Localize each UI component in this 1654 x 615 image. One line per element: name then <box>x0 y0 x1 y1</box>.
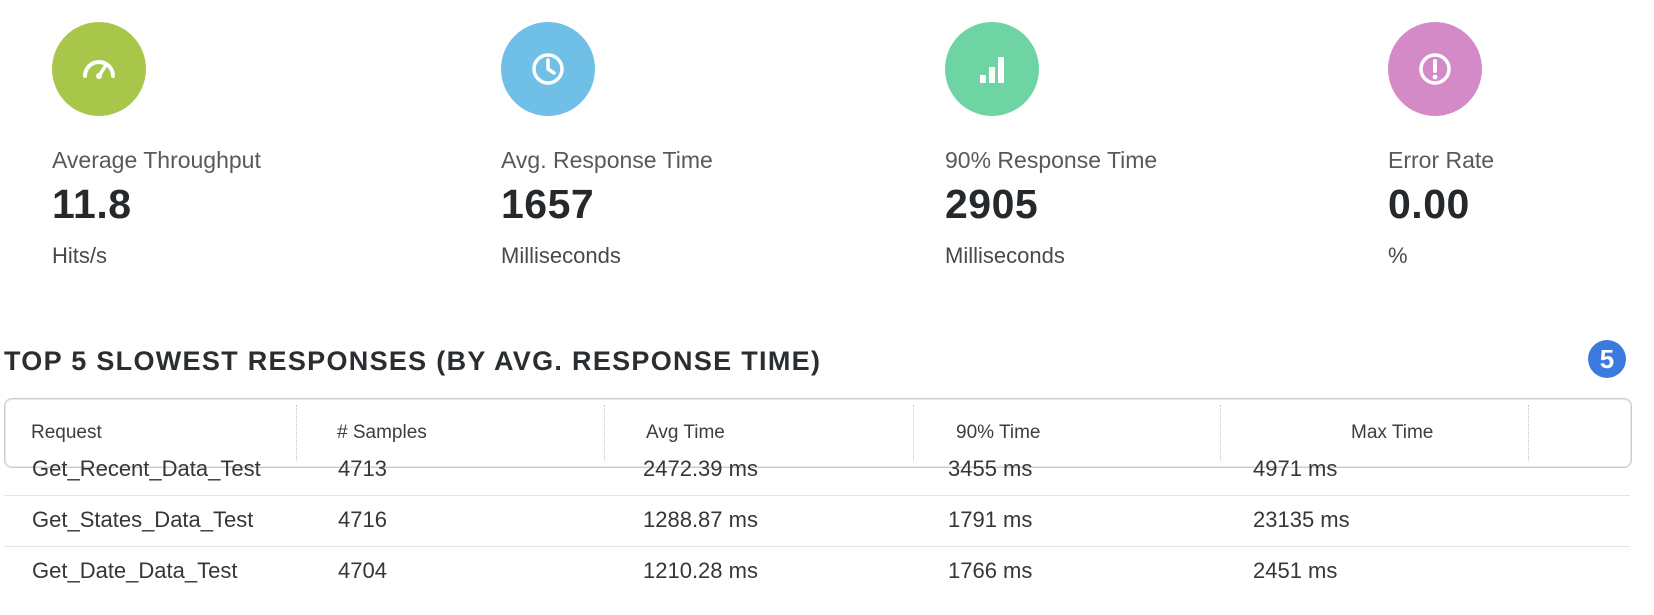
metric-value: 0.00 <box>1388 181 1470 227</box>
metric-unit: Milliseconds <box>945 243 1065 268</box>
table-row[interactable]: Get_Recent_Data_Test 4713 2472.39 ms 345… <box>4 443 1630 496</box>
column-header-90-time[interactable]: 90% Time <box>956 422 1041 443</box>
column-divider <box>296 405 297 461</box>
cell-samples: 4716 <box>338 507 387 532</box>
metric-value: 2905 <box>945 181 1039 227</box>
metric-error-rate: Error Rate 0.00 % <box>1388 22 1638 270</box>
count-badge: 5 <box>1588 340 1626 378</box>
cell-request: Get_States_Data_Test <box>32 507 254 532</box>
cell-max-time: 2451 ms <box>1253 558 1338 583</box>
column-header-avg-time[interactable]: Avg Time <box>646 422 725 443</box>
cell-avg-time: 1210.28 ms <box>643 558 758 583</box>
metric-90-response-time: 90% Response Time 2905 Milliseconds <box>945 22 1245 270</box>
section-title: TOP 5 SLOWEST RESPONSES (BY AVG. RESPONS… <box>4 346 822 376</box>
metric-avg-response-time: Avg. Response Time 1657 Milliseconds <box>501 22 801 270</box>
table-row[interactable]: Get_States_Data_Test 4716 1288.87 ms 179… <box>4 494 1630 547</box>
cell-request: Get_Date_Data_Test <box>32 558 238 583</box>
cell-avg-time: 1288.87 ms <box>643 507 758 532</box>
metric-unit: Milliseconds <box>501 243 621 268</box>
column-header-request[interactable]: Request <box>31 422 102 443</box>
metric-value: 1657 <box>501 181 595 227</box>
cell-samples: 4704 <box>338 558 387 583</box>
cell-90-time: 3455 ms <box>948 456 1033 481</box>
metric-value: 11.8 <box>52 181 132 227</box>
metric-unit: Hits/s <box>52 243 107 268</box>
column-divider <box>604 405 605 461</box>
metric-label: Average Throughput <box>52 147 261 173</box>
metric-label: 90% Response Time <box>945 147 1158 173</box>
alert-circle-icon <box>1388 22 1482 116</box>
metric-label: Error Rate <box>1388 147 1495 173</box>
metric-label: Avg. Response Time <box>501 147 713 173</box>
signal-bars-icon <box>945 22 1039 116</box>
cell-avg-time: 2472.39 ms <box>643 456 758 481</box>
metric-unit: % <box>1388 243 1408 268</box>
table-header: Request # Samples Avg Time 90% Time Max … <box>4 398 1632 468</box>
column-header-max-time[interactable]: Max Time <box>1351 422 1434 443</box>
cell-90-time: 1791 ms <box>948 507 1033 532</box>
column-header-samples[interactable]: # Samples <box>337 422 427 443</box>
cell-90-time: 1766 ms <box>948 558 1033 583</box>
column-divider <box>1528 405 1529 461</box>
clock-icon <box>501 22 595 116</box>
cell-request: Get_Recent_Data_Test <box>32 456 261 481</box>
table-row[interactable]: Get_Date_Data_Test 4704 1210.28 ms 1766 … <box>4 545 1630 597</box>
metric-average-throughput: Average Throughput 11.8 Hits/s <box>52 22 352 270</box>
speedometer-icon <box>52 22 146 116</box>
cell-max-time: 23135 ms <box>1253 507 1350 532</box>
cell-max-time: 4971 ms <box>1253 456 1338 481</box>
column-divider <box>1220 405 1221 461</box>
column-divider <box>913 405 914 461</box>
cell-samples: 4713 <box>338 456 387 481</box>
